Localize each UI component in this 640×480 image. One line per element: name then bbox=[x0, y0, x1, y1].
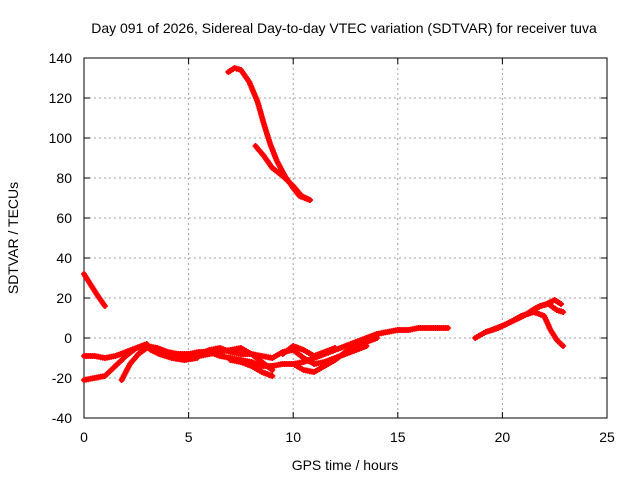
x-axis-label: GPS time / hours bbox=[292, 457, 399, 473]
y-tick-label: 80 bbox=[56, 170, 72, 186]
data-series bbox=[81, 65, 567, 383]
y-tick-label: -20 bbox=[52, 370, 72, 386]
x-tick-label: 10 bbox=[285, 429, 301, 445]
x-tick-label: 5 bbox=[185, 429, 193, 445]
y-tick-label: 100 bbox=[49, 130, 73, 146]
series-trace bbox=[148, 347, 200, 363]
series-trace bbox=[227, 357, 275, 379]
y-tick-label: 120 bbox=[49, 90, 73, 106]
plot-frame bbox=[83, 57, 608, 419]
x-tick-label: 15 bbox=[390, 429, 406, 445]
y-axis-label: SDTVAR / TECUs bbox=[5, 182, 21, 294]
series-arc-high-b bbox=[252, 143, 313, 203]
x-tick-label: 0 bbox=[80, 429, 88, 445]
series-trace bbox=[225, 65, 313, 203]
series-arc-zero-f bbox=[290, 335, 380, 375]
y-tick-label: 20 bbox=[56, 290, 72, 306]
series-trace bbox=[280, 343, 338, 359]
series-trace bbox=[290, 335, 380, 375]
chart-title: Day 091 of 2026, Sidereal Day-to-day VTE… bbox=[91, 20, 597, 36]
y-tick-label: 0 bbox=[64, 330, 72, 346]
y-tick-label: 40 bbox=[56, 250, 72, 266]
series-arc-high-a bbox=[225, 65, 313, 203]
axis-ticks: 0 5 10 15 20 25 -40 -20 0 20 40 60 80 100 120 140 bbox=[49, 50, 615, 445]
series-arc-start bbox=[81, 271, 108, 309]
series-arc-zero-e bbox=[227, 357, 276, 379]
x-tick-label: 20 bbox=[495, 429, 511, 445]
series-arc-late-c bbox=[524, 301, 567, 317]
y-tick-label: -40 bbox=[52, 410, 72, 426]
series-trace bbox=[81, 271, 108, 309]
series-trace bbox=[81, 341, 150, 383]
grid bbox=[84, 58, 607, 418]
y-tick-label: 140 bbox=[49, 50, 73, 66]
series-trace bbox=[253, 143, 313, 203]
series-trace bbox=[525, 301, 566, 317]
series-arc-zero-g bbox=[279, 343, 338, 359]
y-tick-label: 60 bbox=[56, 210, 72, 226]
x-tick-label: 25 bbox=[599, 429, 615, 445]
series-arc-zero-h bbox=[147, 347, 200, 363]
series-arc-zero-b bbox=[81, 341, 150, 383]
